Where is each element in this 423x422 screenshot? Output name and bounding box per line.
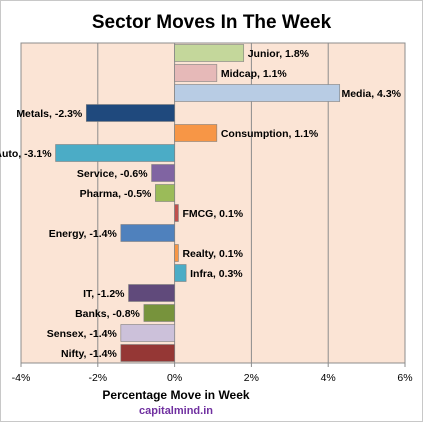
x-tick-label: 2% (244, 372, 259, 384)
bar-label: Sensex, -1.4% (47, 328, 118, 340)
bar-label: Infra, 0.3% (190, 268, 243, 280)
bar (174, 64, 218, 82)
bar (55, 144, 175, 162)
x-tick-label: -2% (88, 372, 107, 384)
bar-label: Media, 4.3% (341, 88, 401, 100)
bar-label: Banks, -0.8% (75, 308, 140, 320)
bar (174, 84, 341, 102)
bar-label: IT, -1.2% (83, 288, 125, 300)
bar-label: Metals, -2.3% (16, 108, 83, 120)
x-axis-title: Percentage Move in Week (102, 388, 250, 402)
bar (120, 324, 175, 342)
bar (174, 264, 187, 282)
x-tick-label: 6% (397, 372, 412, 384)
bar-label: FMCG, 0.1% (182, 208, 243, 220)
source-text: capitalmind.in (139, 405, 213, 417)
bar-label: Auto, -3.1% (0, 148, 52, 160)
bar (85, 104, 175, 122)
bar-label: Energy, -1.4% (49, 228, 118, 240)
bar-label: Nifty, -1.4% (61, 348, 117, 360)
bar (120, 344, 175, 362)
bar-label: Pharma, -0.5% (80, 188, 152, 200)
bar (174, 244, 179, 262)
bar-label: Service, -0.6% (77, 168, 148, 180)
x-tick-label: 4% (321, 372, 336, 384)
bar (174, 204, 179, 222)
bar (120, 224, 175, 242)
bar-label: Midcap, 1.1% (221, 68, 288, 80)
bar-label: Junior, 1.8% (248, 48, 310, 60)
bar (151, 164, 175, 182)
chart-title: Sector Moves In The Week (91, 12, 332, 33)
x-tick-label: 0% (167, 372, 182, 384)
bar-label: Consumption, 1.1% (221, 128, 319, 140)
bar (174, 44, 245, 62)
bar-label: Realty, 0.1% (182, 248, 243, 260)
bar (174, 124, 218, 142)
bar (155, 184, 175, 202)
x-tick-label: -4% (12, 372, 31, 384)
bar (143, 304, 175, 322)
bar (128, 284, 175, 302)
